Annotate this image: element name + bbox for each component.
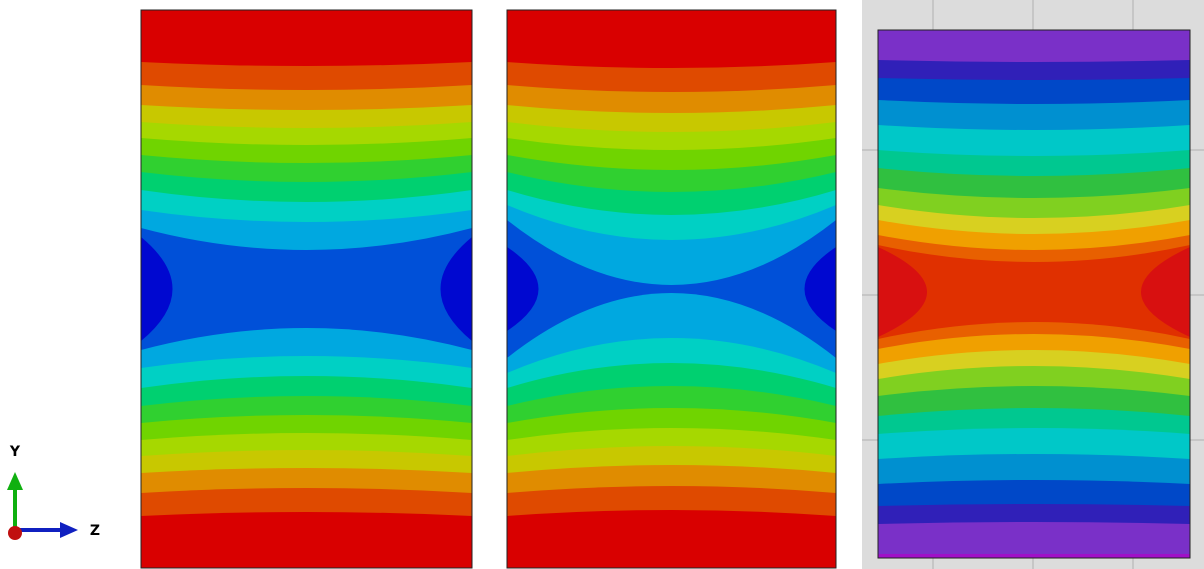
- y-label: Y: [9, 444, 21, 460]
- contour-lobe: [1141, 247, 1190, 337]
- panel-border: [140, 9, 473, 569]
- contour-band: [141, 512, 472, 568]
- y-arrow-head: [7, 472, 23, 490]
- contour-band: [878, 30, 1190, 62]
- contour-lobe: [141, 237, 173, 341]
- contour-band: [507, 510, 836, 568]
- contour-band: [141, 10, 472, 66]
- panel-border: [877, 29, 1191, 559]
- contour-band: [878, 522, 1190, 558]
- contour-band: [878, 554, 1190, 558]
- contour-panels: [140, 0, 1204, 569]
- x-axis-dot: [8, 526, 22, 540]
- z-label: Z: [90, 523, 100, 539]
- contour-lobe: [804, 247, 836, 331]
- z-arrow-head: [60, 522, 78, 538]
- contour-lobe: [440, 237, 472, 341]
- contour-band: [507, 10, 836, 68]
- contour-lobe: [507, 247, 539, 331]
- contour-lobe: [878, 247, 927, 337]
- panel-border: [506, 9, 837, 569]
- axis-triad: Y Z: [7, 444, 100, 540]
